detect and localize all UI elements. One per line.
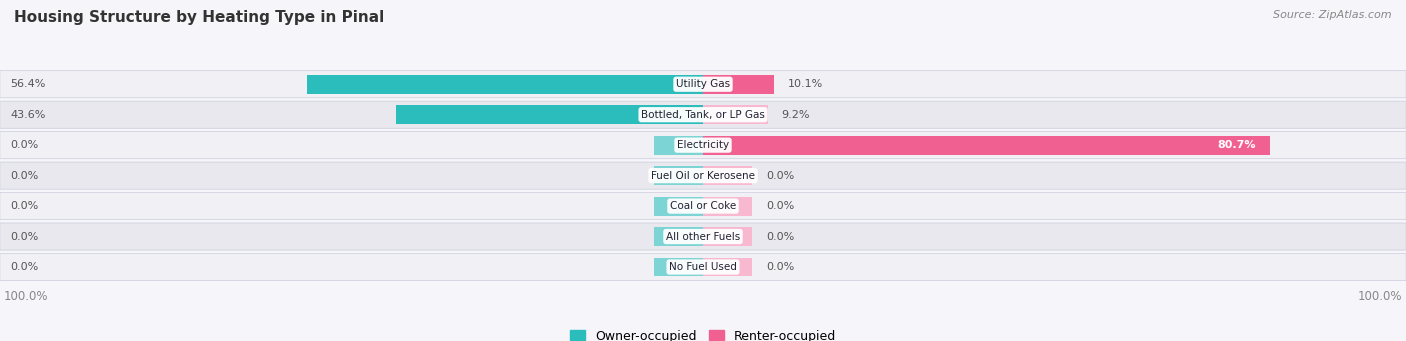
Bar (703, 257, 752, 277)
FancyBboxPatch shape (0, 193, 1406, 220)
Text: Fuel Oil or Kerosene: Fuel Oil or Kerosene (651, 170, 755, 181)
Legend: Owner-occupied, Renter-occupied: Owner-occupied, Renter-occupied (565, 325, 841, 341)
Text: 0.0%: 0.0% (10, 140, 39, 150)
Text: All other Fuels: All other Fuels (666, 232, 740, 241)
FancyBboxPatch shape (0, 253, 1406, 281)
Bar (703, 136, 1271, 154)
Bar (654, 257, 703, 277)
Text: Electricity: Electricity (676, 140, 730, 150)
Text: No Fuel Used: No Fuel Used (669, 262, 737, 272)
Bar (654, 136, 703, 154)
Text: Utility Gas: Utility Gas (676, 79, 730, 89)
Text: 10.1%: 10.1% (787, 79, 824, 89)
Text: Bottled, Tank, or LP Gas: Bottled, Tank, or LP Gas (641, 110, 765, 120)
Text: 56.4%: 56.4% (10, 79, 46, 89)
Bar (654, 166, 703, 185)
Text: 100.0%: 100.0% (3, 290, 48, 303)
Bar (307, 75, 703, 94)
FancyBboxPatch shape (0, 162, 1406, 189)
Text: 100.0%: 100.0% (1358, 290, 1403, 303)
Text: Coal or Coke: Coal or Coke (669, 201, 737, 211)
Text: Housing Structure by Heating Type in Pinal: Housing Structure by Heating Type in Pin… (14, 10, 384, 25)
Bar (654, 197, 703, 216)
Text: 0.0%: 0.0% (10, 232, 39, 241)
Text: 80.7%: 80.7% (1218, 140, 1257, 150)
Text: 0.0%: 0.0% (10, 262, 39, 272)
Text: 0.0%: 0.0% (766, 262, 794, 272)
Bar (703, 75, 775, 94)
Text: 43.6%: 43.6% (10, 110, 46, 120)
FancyBboxPatch shape (0, 132, 1406, 159)
Bar (703, 105, 768, 124)
Bar (703, 166, 752, 185)
FancyBboxPatch shape (0, 71, 1406, 98)
Text: 0.0%: 0.0% (766, 232, 794, 241)
Text: 0.0%: 0.0% (766, 170, 794, 181)
Text: 0.0%: 0.0% (766, 201, 794, 211)
FancyBboxPatch shape (0, 223, 1406, 250)
Bar (396, 105, 703, 124)
Text: 9.2%: 9.2% (782, 110, 810, 120)
Text: 0.0%: 0.0% (10, 201, 39, 211)
FancyBboxPatch shape (0, 101, 1406, 128)
Text: 0.0%: 0.0% (10, 170, 39, 181)
Text: Source: ZipAtlas.com: Source: ZipAtlas.com (1274, 10, 1392, 20)
Bar (654, 227, 703, 246)
Bar (703, 227, 752, 246)
Bar (703, 197, 752, 216)
